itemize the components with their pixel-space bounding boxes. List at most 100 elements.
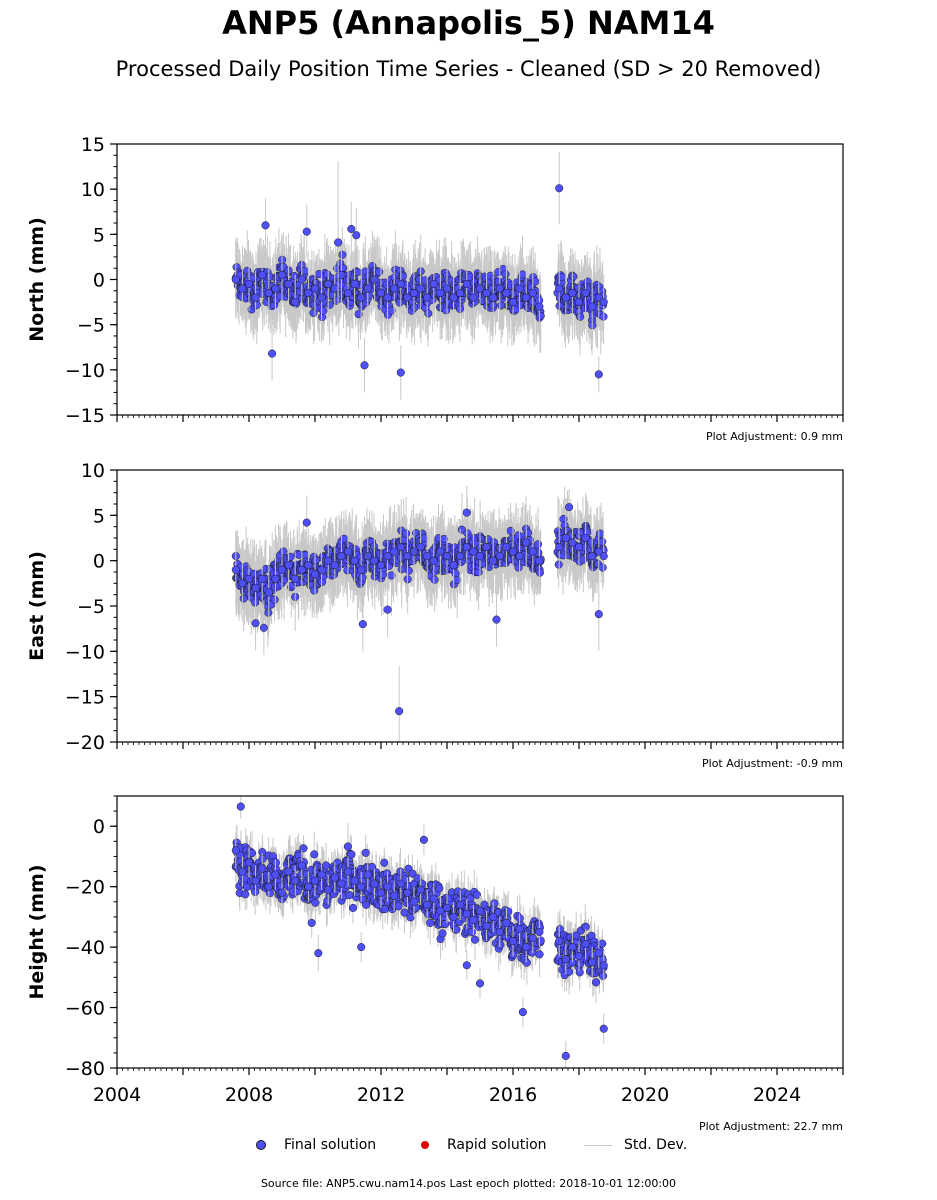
east-outlier-point	[358, 620, 367, 629]
north-point	[284, 279, 293, 289]
east-point	[523, 528, 533, 537]
north-point	[482, 289, 491, 298]
east-outlier-point	[492, 615, 501, 624]
east-outlier-point	[462, 508, 471, 517]
north-point	[576, 312, 585, 321]
north-point	[398, 272, 407, 281]
north-point	[339, 263, 348, 273]
north-point	[297, 275, 306, 284]
north-outlier-point	[261, 221, 270, 230]
east-point	[429, 556, 438, 565]
east-point	[430, 575, 439, 584]
north-point	[442, 284, 452, 293]
east-point	[324, 556, 333, 565]
north-point	[304, 289, 313, 298]
east-point	[535, 556, 544, 565]
east-point	[581, 533, 590, 543]
north-point	[383, 293, 392, 302]
north-point	[581, 289, 590, 298]
north-point	[357, 293, 366, 302]
east-point	[436, 547, 445, 556]
north-y-tick-label: 15	[81, 134, 105, 156]
east-point	[514, 563, 523, 572]
north-point	[310, 284, 320, 293]
north-point	[588, 302, 597, 311]
east-point	[568, 538, 577, 547]
east-outlier-point	[594, 610, 603, 619]
east-point	[244, 574, 254, 583]
north-outlier-point	[396, 368, 405, 377]
north-point	[252, 300, 261, 309]
east-point	[535, 568, 544, 577]
east-y-tick-label: −5	[77, 596, 105, 618]
east-plot-adjustment: Plot Adjustment: -0.9 mm	[702, 757, 843, 770]
east-data	[231, 485, 608, 742]
north-point	[319, 306, 328, 315]
east-outlier-point	[251, 619, 260, 628]
east-point	[574, 543, 584, 552]
north-outlier-point	[268, 349, 277, 358]
north-point	[456, 289, 465, 298]
east-panel: −20 −15 −10 −5 0 5 10 East (mm) Plot Adjustment:…	[26, 460, 844, 770]
north-y-tick-label: −5	[77, 315, 105, 337]
north-point	[244, 279, 254, 289]
east-outlier-point	[259, 623, 268, 632]
north-point	[574, 298, 584, 307]
north-point	[462, 279, 471, 289]
north-point	[264, 289, 273, 298]
north-point	[396, 279, 405, 289]
north-point	[238, 284, 247, 293]
east-point	[284, 561, 293, 570]
east-y-tick-label: 10	[81, 460, 105, 482]
east-point	[358, 573, 367, 582]
east-point	[238, 579, 247, 588]
east-point	[291, 574, 300, 583]
north-point	[522, 293, 531, 302]
north-point	[350, 279, 359, 289]
chart-subtitle: Processed Daily Position Time Series - C…	[115, 57, 822, 81]
east-point	[502, 543, 511, 552]
east-point	[264, 608, 273, 617]
east-point	[561, 533, 570, 543]
east-point	[489, 556, 498, 565]
north-point	[330, 284, 339, 293]
north-point	[363, 284, 372, 293]
east-point	[469, 547, 478, 556]
east-point	[495, 552, 504, 561]
east-point	[304, 561, 313, 570]
north-point	[376, 289, 386, 298]
north-point	[409, 289, 419, 298]
east-point	[449, 561, 458, 570]
east-point	[357, 565, 366, 574]
chart-title: ANP5 (Annapolis_5) NAM14	[222, 4, 715, 42]
east-point	[270, 595, 279, 604]
east-point	[383, 552, 392, 561]
east-point	[555, 543, 564, 552]
east-point	[522, 538, 531, 547]
north-y-tick-label: −10	[65, 360, 105, 382]
east-point	[264, 588, 273, 597]
east-point	[528, 547, 537, 556]
north-outlier-point	[555, 184, 564, 193]
north-point	[497, 301, 506, 310]
east-y-tick-label: −10	[65, 641, 105, 663]
north-outlier-point	[352, 231, 361, 240]
north-y-tick-label: 0	[93, 270, 105, 292]
north-point	[251, 293, 260, 302]
north-point	[568, 289, 577, 298]
north-point	[501, 270, 510, 279]
east-point	[404, 566, 413, 575]
east-point	[419, 534, 428, 543]
east-point	[311, 556, 320, 565]
north-outlier-point	[347, 224, 356, 233]
north-y-tick-label: 5	[93, 224, 105, 246]
east-point	[599, 552, 608, 561]
east-point	[337, 552, 346, 561]
north-point	[508, 298, 518, 307]
east-point	[363, 552, 372, 561]
east-point	[475, 552, 485, 561]
north-outlier-point	[334, 238, 343, 247]
east-y-axis-label: East (mm)	[26, 551, 48, 661]
east-point	[396, 543, 405, 552]
north-point	[271, 284, 280, 293]
